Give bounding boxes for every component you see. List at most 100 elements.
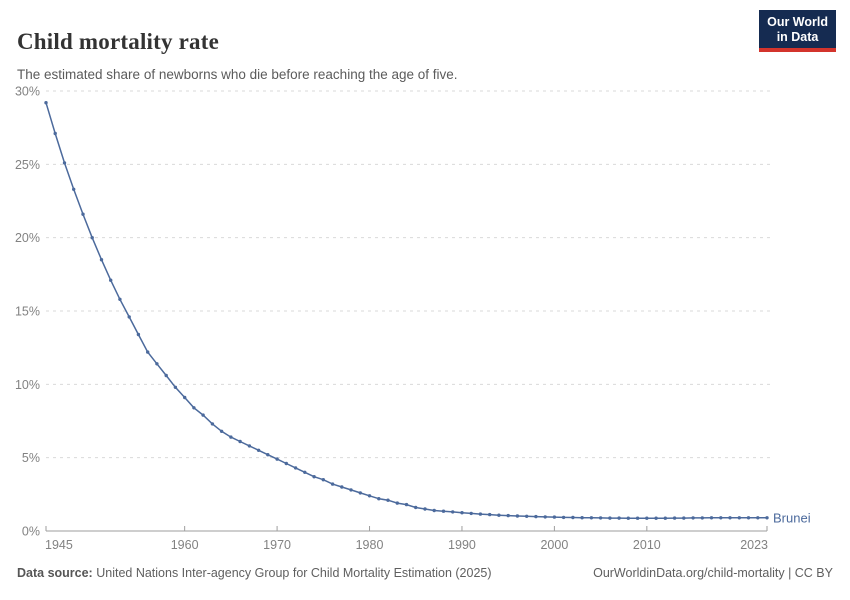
data-point xyxy=(617,516,621,520)
series-brunei[interactable]: Brunei xyxy=(44,101,811,525)
data-point xyxy=(330,482,335,486)
data-point xyxy=(238,439,242,444)
data-point xyxy=(127,315,131,319)
data-point xyxy=(460,511,464,515)
data-point xyxy=(367,494,372,498)
data-point xyxy=(515,514,520,518)
data-point xyxy=(552,515,557,519)
data-point xyxy=(580,516,584,520)
x-tick-label: 1990 xyxy=(448,538,476,552)
data-point xyxy=(589,516,594,520)
data-point xyxy=(441,509,446,513)
data-point xyxy=(663,516,667,520)
data-point xyxy=(62,161,67,165)
data-point xyxy=(525,514,529,518)
data-point xyxy=(746,516,751,520)
data-point xyxy=(645,516,649,520)
data-point xyxy=(358,491,362,495)
data-point xyxy=(293,466,298,470)
data-source-text: United Nations Inter-agency Group for Ch… xyxy=(96,566,492,580)
data-point xyxy=(395,501,399,505)
x-axis-labels: 1945 1960 1970 1980 1990 2000 2010 2023 xyxy=(45,538,768,552)
x-tick-label: 1945 xyxy=(45,538,73,552)
data-point xyxy=(626,516,630,520)
data-point xyxy=(506,513,510,518)
owid-logo-line2: in Data xyxy=(776,30,819,44)
attribution-link[interactable]: OurWorldinData.org/child-mortality | CC … xyxy=(593,566,833,580)
data-point xyxy=(534,514,538,519)
data-point xyxy=(183,395,187,400)
data-point xyxy=(423,507,427,511)
data-point xyxy=(386,498,390,502)
page-title: Child mortality rate xyxy=(17,29,220,55)
data-point xyxy=(247,444,252,448)
data-point xyxy=(219,429,224,433)
y-tick-label: 5% xyxy=(22,451,40,465)
data-point xyxy=(598,516,603,520)
data-point xyxy=(155,362,159,366)
data-point xyxy=(654,516,658,520)
data-point xyxy=(173,385,178,389)
y-tick-label: 30% xyxy=(15,85,40,99)
x-tick-label: 2000 xyxy=(540,538,568,552)
data-point xyxy=(256,448,261,452)
data-point xyxy=(691,516,695,520)
data-point xyxy=(700,516,704,520)
data-point xyxy=(635,516,640,520)
data-point xyxy=(571,515,575,520)
data-point xyxy=(497,513,501,517)
data-point xyxy=(72,187,76,191)
data-source-note: Data source: United Nations Inter-agency… xyxy=(17,566,492,580)
data-point xyxy=(672,516,677,520)
data-points[interactable] xyxy=(44,101,769,520)
x-axis xyxy=(45,526,768,532)
data-point xyxy=(266,453,270,457)
data-point xyxy=(608,516,612,520)
owid-logo-line1: Our World xyxy=(767,15,828,29)
y-tick-label: 25% xyxy=(15,158,40,172)
data-point xyxy=(543,515,547,519)
data-point xyxy=(469,511,473,516)
data-point xyxy=(210,422,215,426)
x-tick-label: 2010 xyxy=(633,538,661,552)
data-point xyxy=(53,131,57,136)
data-point xyxy=(146,350,150,354)
data-point xyxy=(719,516,723,520)
data-point xyxy=(404,502,409,507)
x-tick-label: 2023 xyxy=(740,538,768,552)
data-point xyxy=(451,510,455,514)
data-point xyxy=(284,461,288,466)
data-point xyxy=(90,236,94,240)
data-point xyxy=(99,258,104,262)
data-point xyxy=(709,516,714,520)
data-point xyxy=(136,332,141,337)
chart-footer: Data source: United Nations Inter-agency… xyxy=(17,566,833,580)
data-point xyxy=(44,101,48,105)
owid-logo[interactable]: Our World in Data xyxy=(759,10,836,52)
chart-subtitle: The estimated share of newborns who die … xyxy=(17,66,458,82)
data-point xyxy=(561,515,566,520)
data-point xyxy=(118,297,122,301)
data-point xyxy=(321,478,325,482)
data-point xyxy=(340,485,344,489)
data-point xyxy=(275,457,279,461)
data-point xyxy=(756,516,760,520)
gridlines xyxy=(46,90,772,459)
x-tick-label: 1980 xyxy=(356,538,384,552)
data-point xyxy=(488,512,492,517)
y-tick-label: 20% xyxy=(15,231,40,245)
series-end-label: Brunei xyxy=(773,510,811,525)
data-point xyxy=(377,497,381,501)
data-point xyxy=(765,516,769,520)
data-point xyxy=(414,505,418,510)
data-point xyxy=(682,516,686,520)
data-point xyxy=(164,373,168,378)
data-point xyxy=(192,406,196,410)
y-tick-label: 0% xyxy=(22,525,40,539)
series-line[interactable] xyxy=(45,102,767,519)
y-tick-label: 10% xyxy=(15,378,40,392)
data-point xyxy=(229,435,233,439)
data-point xyxy=(81,212,85,216)
